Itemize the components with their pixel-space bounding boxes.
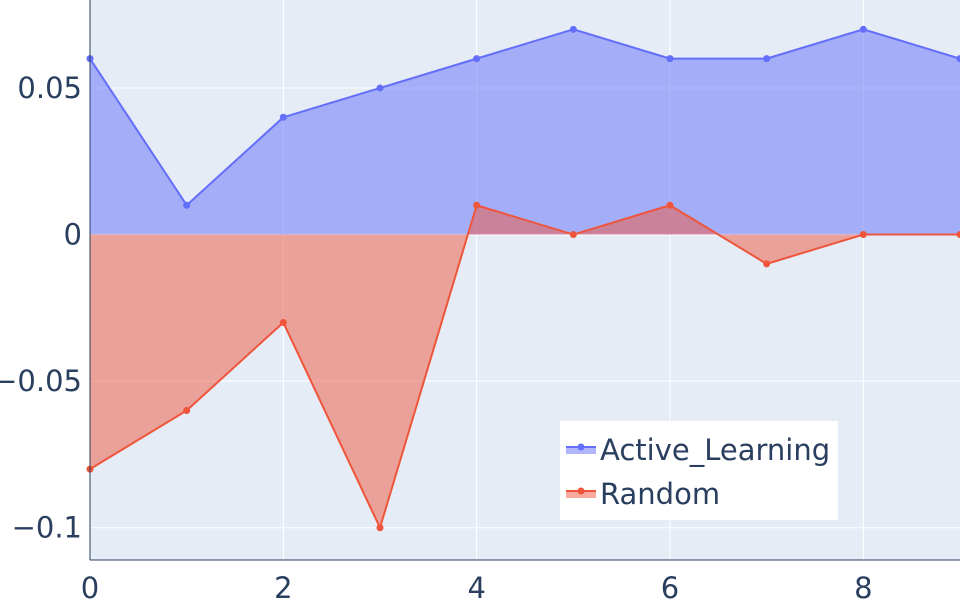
legend-box bbox=[560, 421, 838, 520]
point-active-learning bbox=[956, 55, 960, 63]
legend-marker bbox=[577, 487, 585, 495]
y-tick-label: −0.1 bbox=[12, 511, 82, 545]
legend-marker bbox=[577, 443, 585, 451]
legend-item-active-learning[interactable]: Active_Learning bbox=[566, 433, 830, 467]
legend-label: Random bbox=[600, 477, 720, 511]
legend-item-random[interactable]: Random bbox=[566, 477, 720, 511]
point-random bbox=[183, 406, 191, 414]
point-random bbox=[859, 231, 867, 239]
x-tick-label: 4 bbox=[467, 571, 485, 605]
y-tick-label: 0 bbox=[64, 218, 82, 252]
area-active-learning bbox=[90, 29, 960, 235]
point-active-learning bbox=[376, 84, 384, 92]
x-tick-label: 0 bbox=[81, 571, 99, 605]
x-tick-label: 6 bbox=[661, 571, 679, 605]
line-random bbox=[89, 204, 960, 529]
point-active-learning bbox=[763, 55, 771, 63]
point-random bbox=[956, 231, 960, 239]
point-active-learning bbox=[183, 201, 191, 209]
point-active-learning bbox=[279, 113, 287, 121]
point-active-learning bbox=[569, 25, 577, 33]
point-random bbox=[763, 260, 771, 268]
point-random bbox=[569, 231, 577, 239]
area-random bbox=[90, 205, 960, 528]
x-tick-label: 2 bbox=[274, 571, 292, 605]
x-tick-label: 8 bbox=[854, 571, 872, 605]
point-random bbox=[666, 201, 674, 209]
point-active-learning bbox=[473, 55, 481, 63]
point-active-learning bbox=[666, 55, 674, 63]
point-random bbox=[279, 319, 287, 327]
point-active-learning bbox=[859, 25, 867, 33]
point-random bbox=[376, 524, 384, 532]
point-random bbox=[473, 201, 481, 209]
legend-label: Active_Learning bbox=[600, 433, 830, 467]
y-tick-label: 0.05 bbox=[17, 71, 82, 105]
y-tick-label: −0.05 bbox=[0, 364, 82, 398]
line-active-learning bbox=[89, 28, 960, 207]
